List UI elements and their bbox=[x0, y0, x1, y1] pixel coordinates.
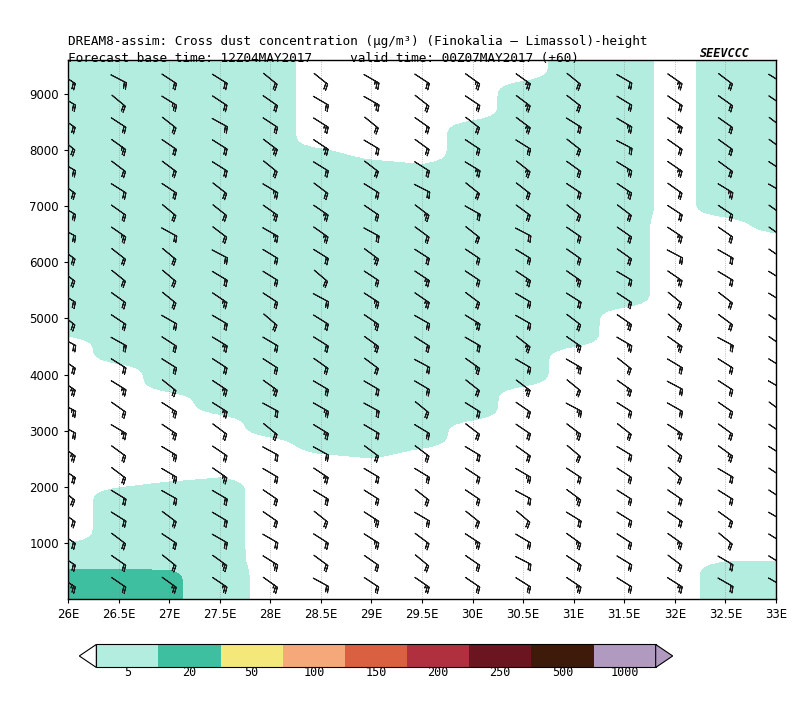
Bar bbox=[158, 644, 221, 667]
Text: 20: 20 bbox=[182, 666, 197, 679]
Bar bbox=[96, 644, 656, 667]
Text: SEEVCCC: SEEVCCC bbox=[700, 48, 750, 60]
Text: 200: 200 bbox=[427, 666, 449, 679]
Text: 500: 500 bbox=[552, 666, 573, 679]
Text: 100: 100 bbox=[303, 666, 325, 679]
Text: DREAM8-assim: Cross dust concentration (μg/m³) (Finokalia – Limassol)-height: DREAM8-assim: Cross dust concentration (… bbox=[68, 35, 647, 48]
Bar bbox=[407, 644, 470, 667]
Text: 1000: 1000 bbox=[610, 666, 639, 679]
Polygon shape bbox=[79, 644, 96, 667]
Text: 5: 5 bbox=[124, 666, 131, 679]
Bar bbox=[594, 644, 656, 667]
Bar bbox=[96, 644, 158, 667]
Bar bbox=[221, 644, 282, 667]
Text: Forecast base time: 12Z04MAY2017     valid time: 00Z07MAY2017 (+60): Forecast base time: 12Z04MAY2017 valid t… bbox=[68, 52, 579, 65]
Bar bbox=[470, 644, 531, 667]
Bar bbox=[531, 644, 594, 667]
Text: 150: 150 bbox=[366, 666, 386, 679]
Bar bbox=[282, 644, 345, 667]
Bar bbox=[345, 644, 407, 667]
Polygon shape bbox=[656, 644, 673, 667]
Text: 50: 50 bbox=[245, 666, 259, 679]
Text: 250: 250 bbox=[490, 666, 511, 679]
